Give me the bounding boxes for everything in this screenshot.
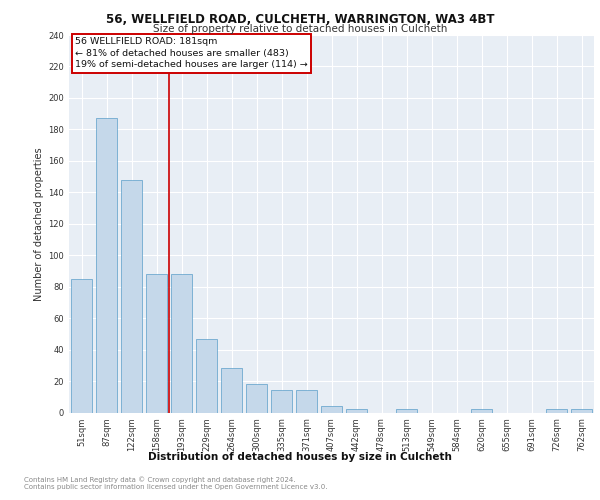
Text: Contains HM Land Registry data © Crown copyright and database right 2024.
Contai: Contains HM Land Registry data © Crown c…	[24, 476, 328, 490]
Bar	[271, 390, 292, 412]
Bar	[321, 406, 342, 412]
Text: Distribution of detached houses by size in Culcheth: Distribution of detached houses by size …	[148, 452, 452, 462]
Text: Size of property relative to detached houses in Culcheth: Size of property relative to detached ho…	[153, 24, 447, 34]
Bar	[346, 410, 367, 412]
Bar	[146, 274, 167, 412]
Text: 56, WELLFIELD ROAD, CULCHETH, WARRINGTON, WA3 4BT: 56, WELLFIELD ROAD, CULCHETH, WARRINGTON…	[106, 13, 494, 26]
Bar	[396, 410, 417, 412]
Text: 56 WELLFIELD ROAD: 181sqm
← 81% of detached houses are smaller (483)
19% of semi: 56 WELLFIELD ROAD: 181sqm ← 81% of detac…	[76, 37, 308, 70]
Y-axis label: Number of detached properties: Number of detached properties	[34, 147, 44, 300]
Bar	[121, 180, 142, 412]
Bar	[571, 410, 592, 412]
Bar	[221, 368, 242, 412]
Bar	[296, 390, 317, 412]
Bar	[196, 338, 217, 412]
Bar	[71, 279, 92, 412]
Bar	[171, 274, 192, 412]
Bar	[546, 410, 567, 412]
Bar	[246, 384, 267, 412]
Bar	[96, 118, 117, 412]
Bar	[471, 410, 492, 412]
